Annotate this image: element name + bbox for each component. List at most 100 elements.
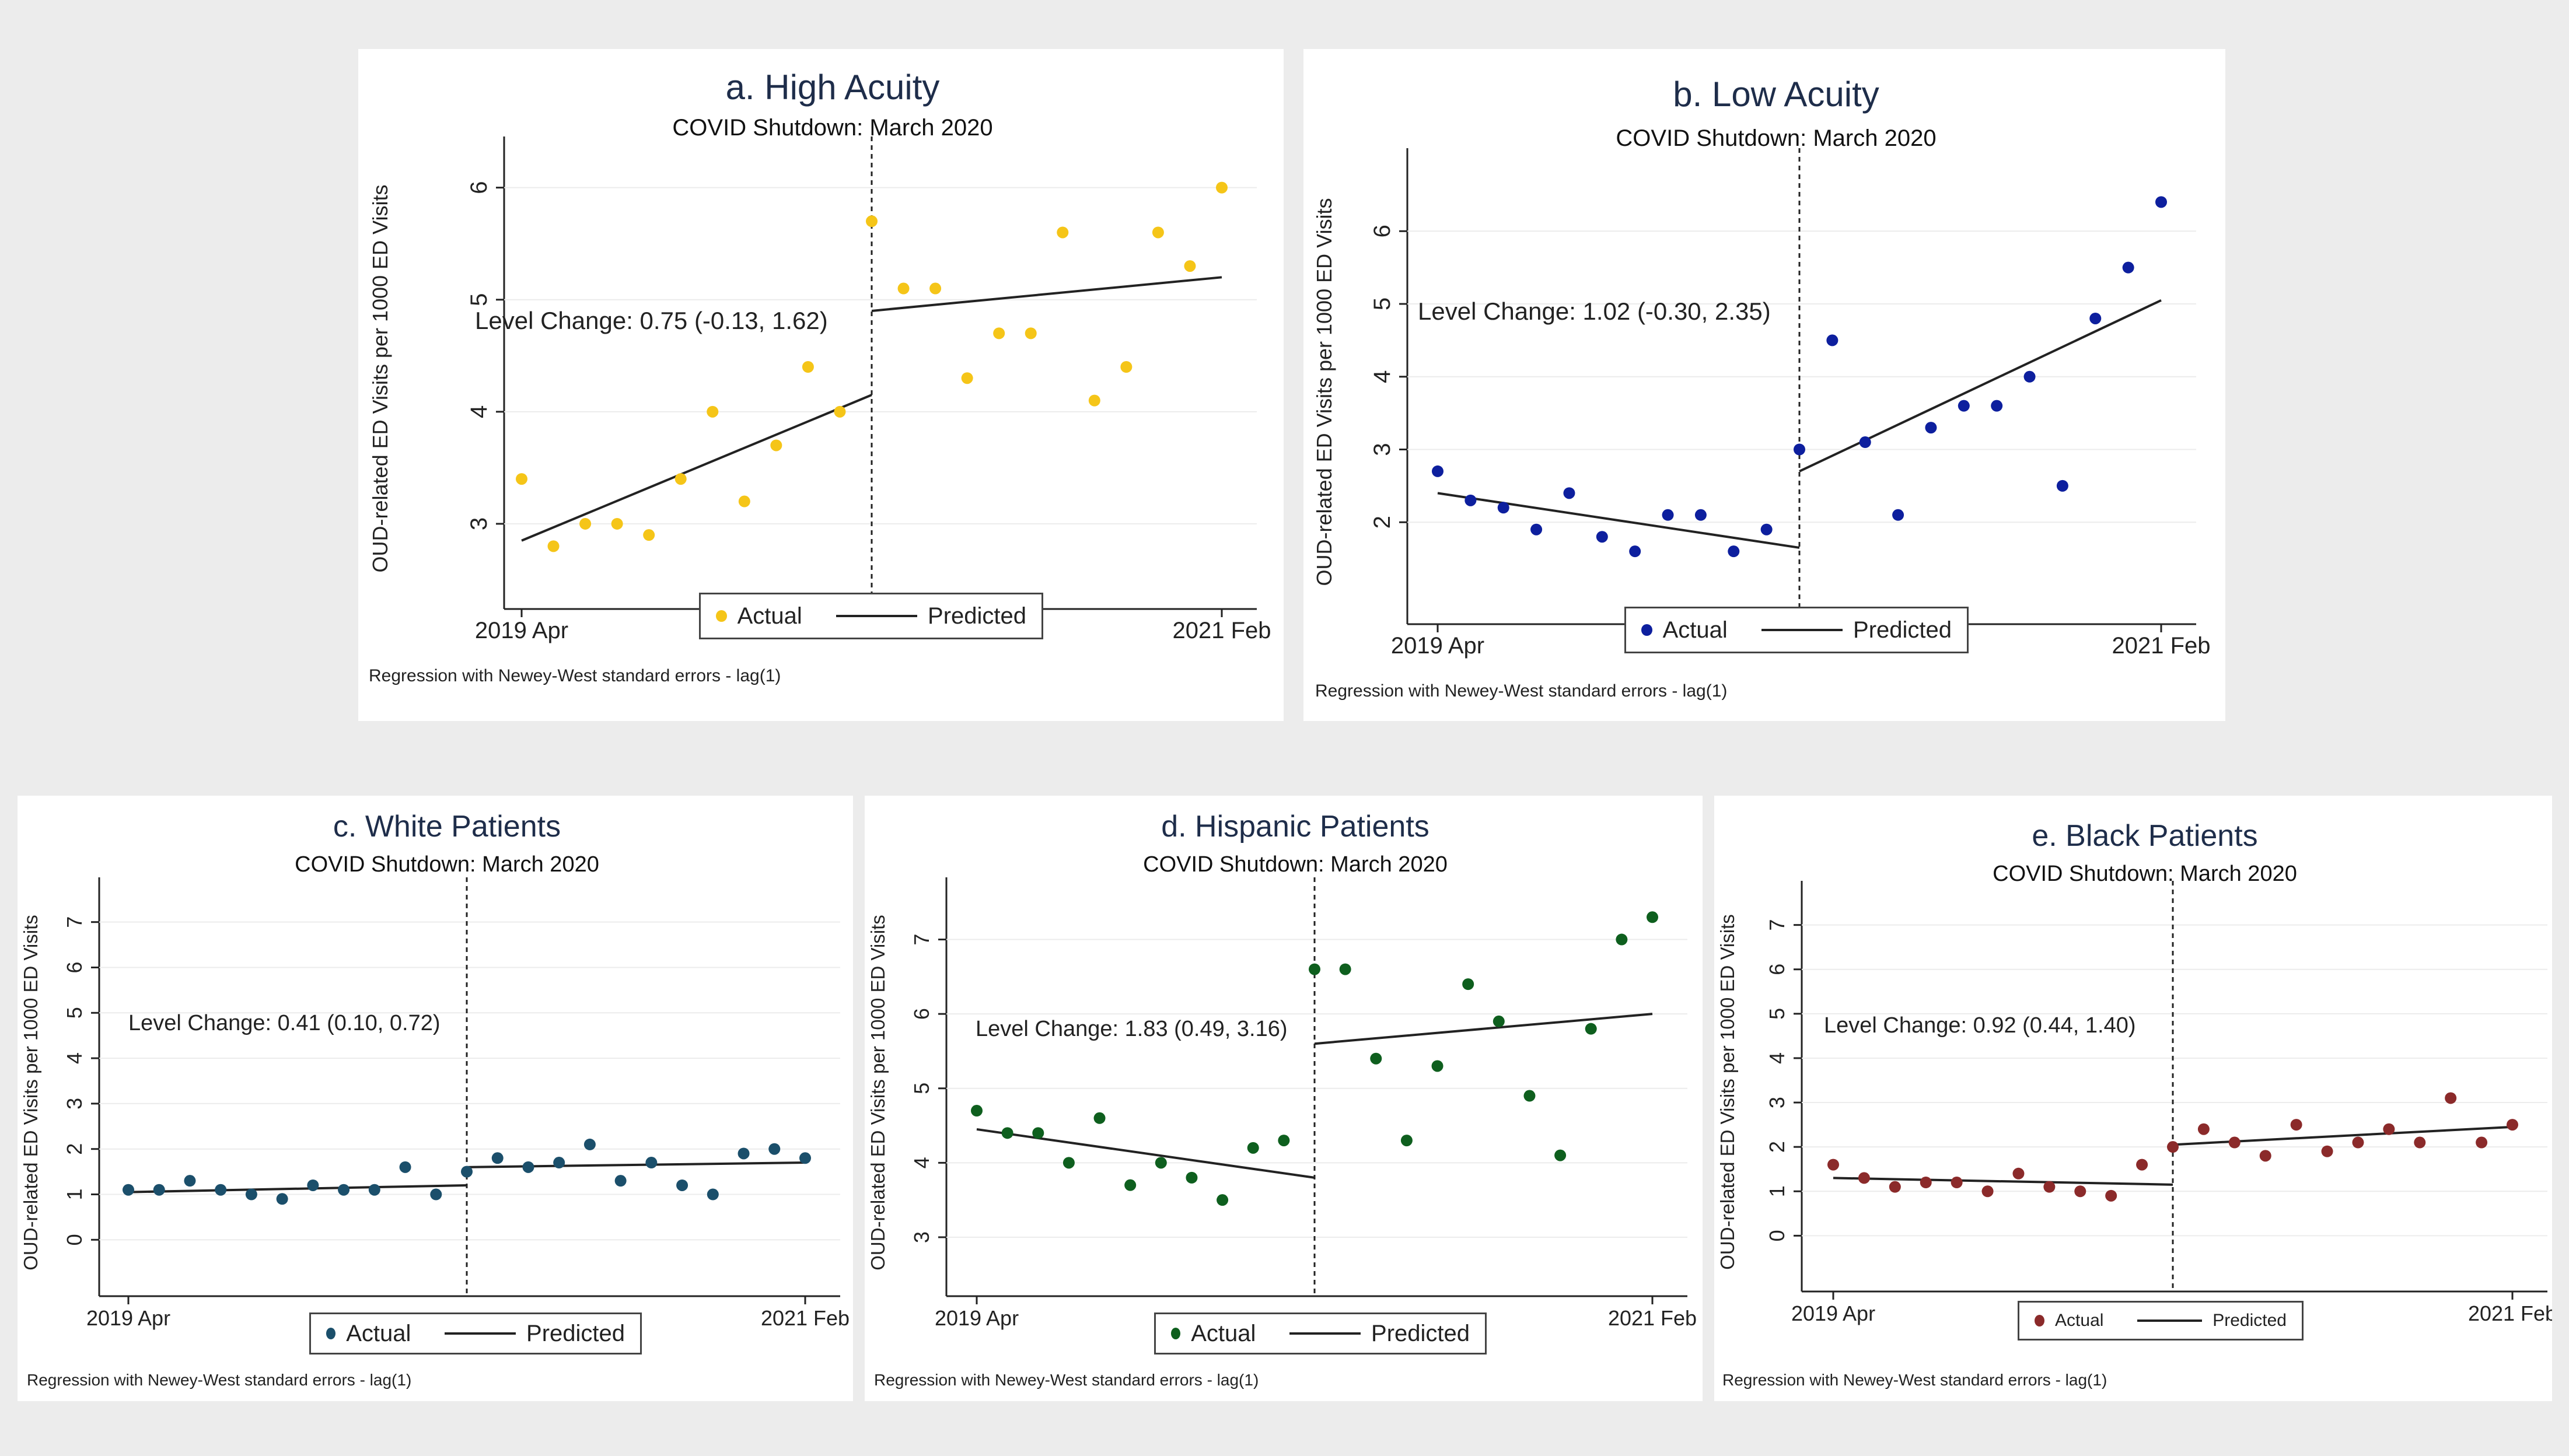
- y-tick-label: 4: [1369, 370, 1395, 383]
- legend-predicted-line: [836, 615, 918, 617]
- y-tick-label: 4: [466, 405, 492, 418]
- actual-point: [1530, 523, 1543, 536]
- y-axis-label: OUD-related ED Visits per 1000 ED Visits: [368, 185, 392, 573]
- y-tick-label: 3: [1765, 1097, 1789, 1108]
- actual-point: [1057, 226, 1069, 239]
- actual-point: [1951, 1177, 1963, 1189]
- y-tick-label: 1: [1765, 1185, 1789, 1197]
- y-tick-label: 7: [62, 916, 86, 928]
- actual-point: [2023, 370, 2036, 383]
- actual-point: [1991, 400, 2003, 412]
- actual-point: [2089, 312, 2102, 324]
- actual-point: [1400, 1135, 1413, 1147]
- actual-point: [2056, 480, 2068, 492]
- legend: Actual Predicted: [699, 593, 1043, 639]
- panel-hispanic-patients: d. Hispanic Patients COVID Shutdown: Marc…: [865, 796, 1703, 1401]
- x-tick-label: 2021 Feb: [1172, 618, 1271, 643]
- y-tick-label: 1: [62, 1188, 86, 1200]
- x-tick-label: 2019 Apr: [1391, 633, 1484, 659]
- actual-point: [802, 361, 814, 373]
- actual-point: [738, 495, 750, 508]
- actual-point: [1892, 509, 1904, 521]
- actual-point: [579, 517, 592, 530]
- y-tick-label: 7: [910, 934, 934, 946]
- legend-predicted-line: [445, 1332, 516, 1335]
- actual-point: [645, 1157, 658, 1169]
- predicted-line: [871, 276, 1222, 312]
- legend-predicted-label: Predicted: [526, 1320, 625, 1346]
- actual-point: [961, 372, 973, 384]
- chart-low-acuity: b. Low Acuity COVID Shutdown: March 2020 2…: [1312, 75, 2211, 659]
- actual-point: [1184, 260, 1196, 272]
- footnote: Regression with Newey-West standard erro…: [27, 1371, 412, 1389]
- x-tick-label: 2021 Feb: [2468, 1301, 2552, 1325]
- actual-point: [611, 517, 623, 530]
- actual-point: [2476, 1136, 2488, 1149]
- y-tick-label: 6: [1765, 964, 1789, 975]
- y-tick-label: 3: [466, 517, 492, 530]
- actual-point: [1858, 1172, 1870, 1184]
- panel-low-acuity: b. Low Acuity COVID Shutdown: March 2020 2…: [1303, 49, 2225, 721]
- actual-point: [770, 439, 782, 452]
- predicted-line: [521, 394, 872, 542]
- y-tick-label: 2: [1369, 516, 1395, 528]
- actual-point: [2290, 1119, 2302, 1131]
- actual-point: [1826, 334, 1839, 346]
- footnote: Regression with Newey-West standard erro…: [1315, 681, 1728, 701]
- chart-title: e. Black Patients: [2032, 819, 2257, 853]
- actual-point: [245, 1188, 257, 1200]
- actual-point: [2197, 1123, 2210, 1135]
- chart-subtitle: COVID Shutdown: March 2020: [672, 115, 992, 141]
- actual-point: [2414, 1136, 2426, 1149]
- x-tick-label: 2019 Apr: [935, 1306, 1019, 1330]
- actual-point: [1554, 1149, 1567, 1161]
- y-tick-label: 6: [466, 181, 492, 194]
- actual-point: [1464, 494, 1477, 506]
- chart-subtitle: COVID Shutdown: March 2020: [1143, 852, 1448, 877]
- legend-predicted-line: [2137, 1320, 2203, 1322]
- legend-predicted-label: Predicted: [928, 603, 1026, 629]
- actual-point: [1339, 963, 1351, 975]
- actual-point: [1216, 181, 1228, 194]
- actual-point: [1062, 1157, 1075, 1169]
- predicted-line: [1833, 1177, 2173, 1186]
- chart-title: a. High Acuity: [726, 68, 940, 107]
- actual-point: [1370, 1052, 1382, 1065]
- actual-point: [1001, 1127, 1013, 1139]
- actual-point: [338, 1184, 350, 1196]
- actual-point: [1152, 226, 1164, 239]
- y-tick-label: 5: [466, 293, 492, 306]
- y-tick-label: 4: [1765, 1052, 1789, 1064]
- actual-point: [1958, 400, 1970, 412]
- y-tick-label: 5: [62, 1007, 86, 1019]
- panel-high-acuity: a. High Acuity COVID Shutdown: March 2020…: [358, 49, 1284, 721]
- y-tick-label: 6: [910, 1008, 934, 1020]
- legend-predicted-line: [1761, 629, 1843, 631]
- actual-point: [153, 1184, 165, 1196]
- actual-point: [1155, 1157, 1167, 1169]
- chart-black-patients: e. Black Patients COVID Shutdown: March 2…: [1717, 819, 2552, 1325]
- actual-point: [1278, 1135, 1290, 1147]
- actual-point: [1728, 545, 1740, 558]
- footnote: Regression with Newey-West standard erro…: [874, 1371, 1259, 1389]
- y-tick-label: 3: [910, 1231, 934, 1243]
- actual-point: [1462, 978, 1474, 991]
- panel-white-patients: c. White Patients COVID Shutdown: March 2…: [18, 796, 853, 1401]
- y-tick-label: 0: [1765, 1230, 1789, 1241]
- predicted-line: [1799, 299, 2162, 473]
- actual-point: [1694, 509, 1707, 521]
- actual-point: [707, 405, 719, 418]
- chart-subtitle: COVID Shutdown: March 2020: [1616, 125, 1936, 151]
- actual-point: [276, 1193, 288, 1205]
- actual-point: [768, 1143, 781, 1155]
- y-tick-label: 6: [62, 961, 86, 973]
- x-tick-label: 2021 Feb: [761, 1306, 850, 1330]
- predicted-line: [2172, 1125, 2513, 1146]
- y-tick-label: 7: [1765, 919, 1789, 931]
- y-tick-label: 5: [1369, 298, 1395, 310]
- actual-point: [674, 473, 687, 485]
- chart-subtitle: COVID Shutdown: March 2020: [1993, 862, 2297, 886]
- actual-point: [2352, 1136, 2364, 1149]
- legend-predicted-label: Predicted: [2213, 1311, 2287, 1330]
- y-tick-label: 2: [1765, 1141, 1789, 1153]
